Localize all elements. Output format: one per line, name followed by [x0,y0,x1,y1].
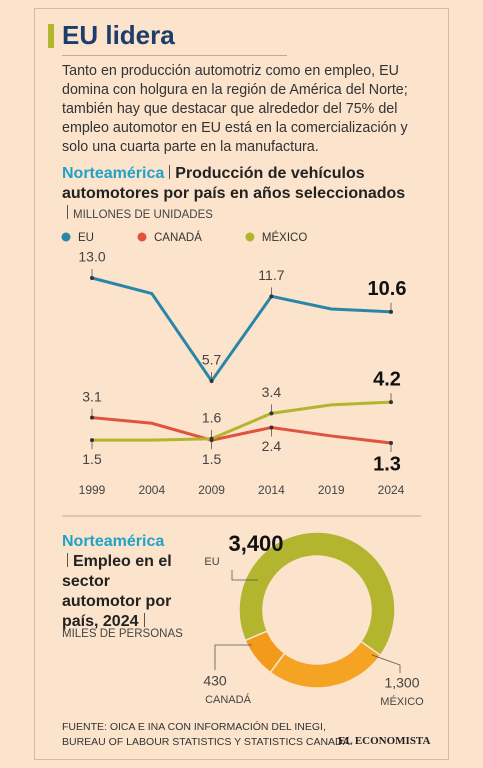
title: Empleo en el sector automotor por país, … [62,553,172,630]
data-label: 13.0 [78,249,105,265]
category-label: EU [204,556,219,568]
separator [67,553,68,567]
donut-segment [244,630,286,674]
category-label: CANADÁ [205,693,252,706]
frame [34,8,449,760]
source-line: FUENTE: OICA E INA CON INFORMACIÓN DEL I… [62,721,326,733]
category-label: MÉXICO [380,695,424,708]
rule [62,55,287,56]
data-label: 430 [203,673,227,689]
data-label: 1,300 [384,675,419,691]
chart-title: Norteamérica Empleo en el sector automoto… [62,532,192,632]
legend-label: EU [78,232,94,244]
intro: Tanto en producción automotriz como en e… [62,63,408,155]
region: Norteamérica [62,533,165,550]
data-label: 3,400 [228,531,283,556]
chart-subtitle: MILLONES DE UNIDADES [62,205,213,221]
title-bar [48,24,54,48]
legend-label: CANADÁ [154,231,202,244]
separator [67,205,68,219]
region: Norteamérica [62,165,165,182]
data-label: 10.6 [368,278,407,300]
point [269,411,274,416]
data-label: 2.4 [262,438,282,454]
donut-segment [269,640,382,689]
point [209,378,214,383]
leader [214,644,252,670]
page-title: EU lidera [62,20,175,50]
subtitle: MILLONES DE UNIDADES [73,209,213,221]
x-tick-label: 1999 [79,483,106,497]
point [90,415,94,420]
separator [143,613,145,627]
data-label: 11.7 [258,267,284,283]
legend-marker [137,232,147,242]
data-label: 3.1 [82,388,102,404]
chart-title: Norteamérica Producción de vehículos auto… [62,164,432,204]
line [92,400,392,442]
donut-segment [238,531,396,657]
brand: EL ECONOMISTA [338,735,431,747]
legend-label: MÉXICO [262,231,307,244]
data-label: 1.3 [373,453,401,475]
point [389,441,393,445]
title: Producción de vehículos automotores por … [62,165,406,202]
leader [371,654,401,673]
chart-subtitle: MILES DE PERSONAS [62,628,183,640]
source: FUENTE: OICA E INA CON INFORMACIÓN DEL I… [62,720,353,750]
point [269,294,274,299]
data-label: 1.5 [202,451,222,467]
line [91,276,392,384]
point [90,276,94,280]
point [90,438,94,443]
legend-marker [61,232,71,242]
legend-marker [245,232,255,242]
x-tick-label: 2019 [318,483,345,497]
data-label: 3.4 [262,384,282,400]
data-label: 5.7 [202,352,222,368]
x-tick-label: 2024 [378,483,405,497]
x-tick-label: 2014 [258,483,285,497]
separator [169,165,171,179]
leader [231,570,258,581]
point [389,309,393,314]
data-label: 1.5 [82,451,102,467]
data-label: 1.6 [202,409,222,425]
x-tick-label: 2009 [198,483,225,497]
point [389,400,393,405]
point [269,425,274,430]
data-label: 4.2 [373,368,401,390]
point [209,436,214,441]
source-line: BUREAU OF LABOUR STATISTICS Y STATISTICS… [62,736,353,748]
line [91,416,392,445]
x-tick-label: 2004 [138,483,165,497]
